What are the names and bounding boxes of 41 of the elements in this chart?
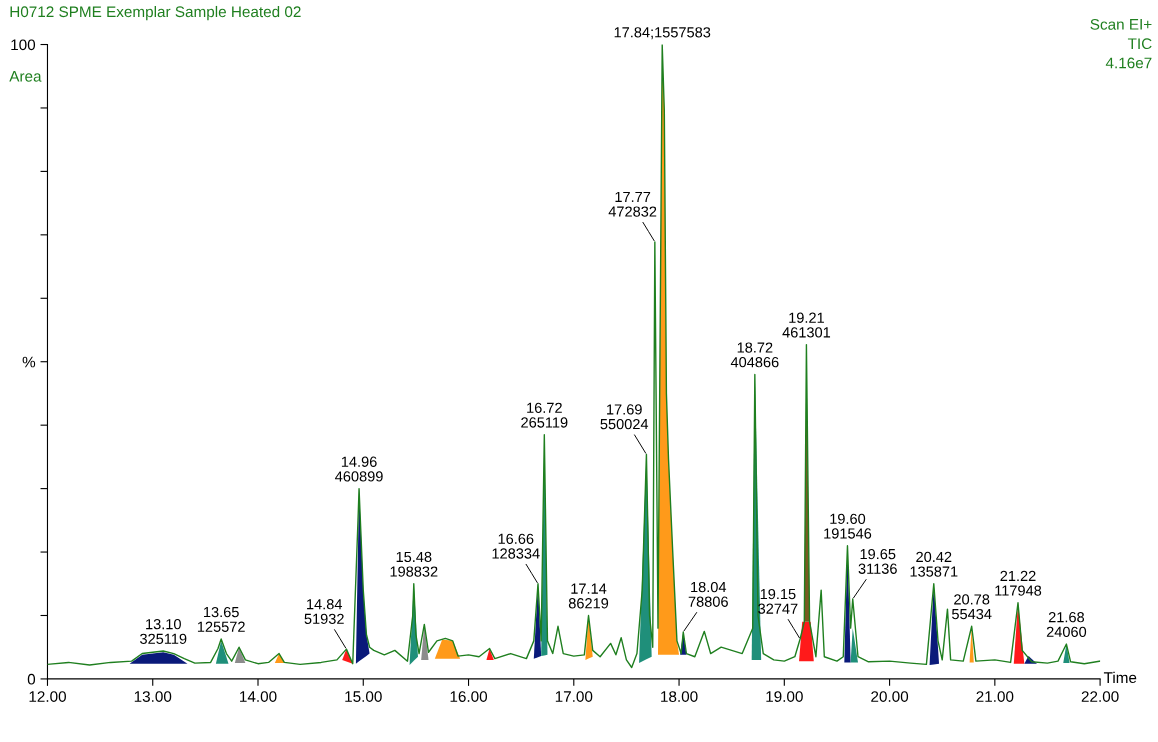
x-axis-title: Time [1103, 671, 1137, 684]
annotation: 13.10 325119 [140, 618, 187, 644]
annotation: 19.21 461301 [782, 312, 831, 338]
annotation: 20.42 135871 [910, 551, 958, 577]
annotation: 15.48 198832 [390, 551, 438, 577]
annotation: 21.22 117948 [995, 570, 1042, 596]
annotation: 18.04 78806 [688, 581, 728, 607]
x-tick-label: 12.00 [29, 691, 66, 702]
x-tick-label: 17.00 [555, 691, 593, 702]
y-tick-label: % [22, 356, 36, 368]
x-tick-label: 21.00 [976, 691, 1014, 702]
y-tick-label: 0 [27, 673, 36, 685]
x-tick-label: 22.00 [1081, 691, 1119, 702]
x-tick-label: 15.00 [345, 691, 382, 702]
annotation: 19.60 191546 [824, 513, 872, 539]
annotation: 17.84;1557583 [614, 27, 711, 40]
x-tick-label: 18.00 [661, 691, 698, 702]
x-tick-label: 14.00 [240, 691, 277, 702]
y-axis-title: Area [9, 71, 42, 82]
line-series [47, 44, 1101, 669]
annotation: 17.69 550024 [600, 404, 649, 430]
chart-title: H0712 SPME Exemplar Sample Heated 02 [10, 5, 301, 21]
annotation: 14.84 51932 [304, 599, 344, 625]
y-tick-label: 100 [11, 39, 36, 51]
annotation: 19.65 31136 [858, 548, 897, 574]
annotation: 18.72 404866 [730, 342, 779, 368]
annotation: 14.96 460899 [335, 456, 383, 482]
annotation: 13.65 125572 [197, 606, 245, 632]
annotation: 21.68 24060 [1046, 612, 1087, 637]
x-tick-label: 19.00 [766, 691, 803, 702]
x-tick-label: 16.00 [450, 691, 488, 702]
x-tick-label: 20.00 [871, 691, 909, 702]
annotation: 16.66 128334 [492, 533, 540, 559]
x-tick-label: 13.00 [134, 691, 172, 702]
annotation: 17.77 472832 [608, 191, 657, 217]
text: 4.16e7 [1105, 57, 1152, 69]
annotation: 17.14 86219 [568, 583, 609, 609]
text: Scan EI+ [1090, 18, 1152, 30]
annotation: 20.78 55434 [951, 594, 992, 620]
annotation: 16.72 265119 [521, 402, 568, 428]
text: TIC [1127, 38, 1152, 50]
